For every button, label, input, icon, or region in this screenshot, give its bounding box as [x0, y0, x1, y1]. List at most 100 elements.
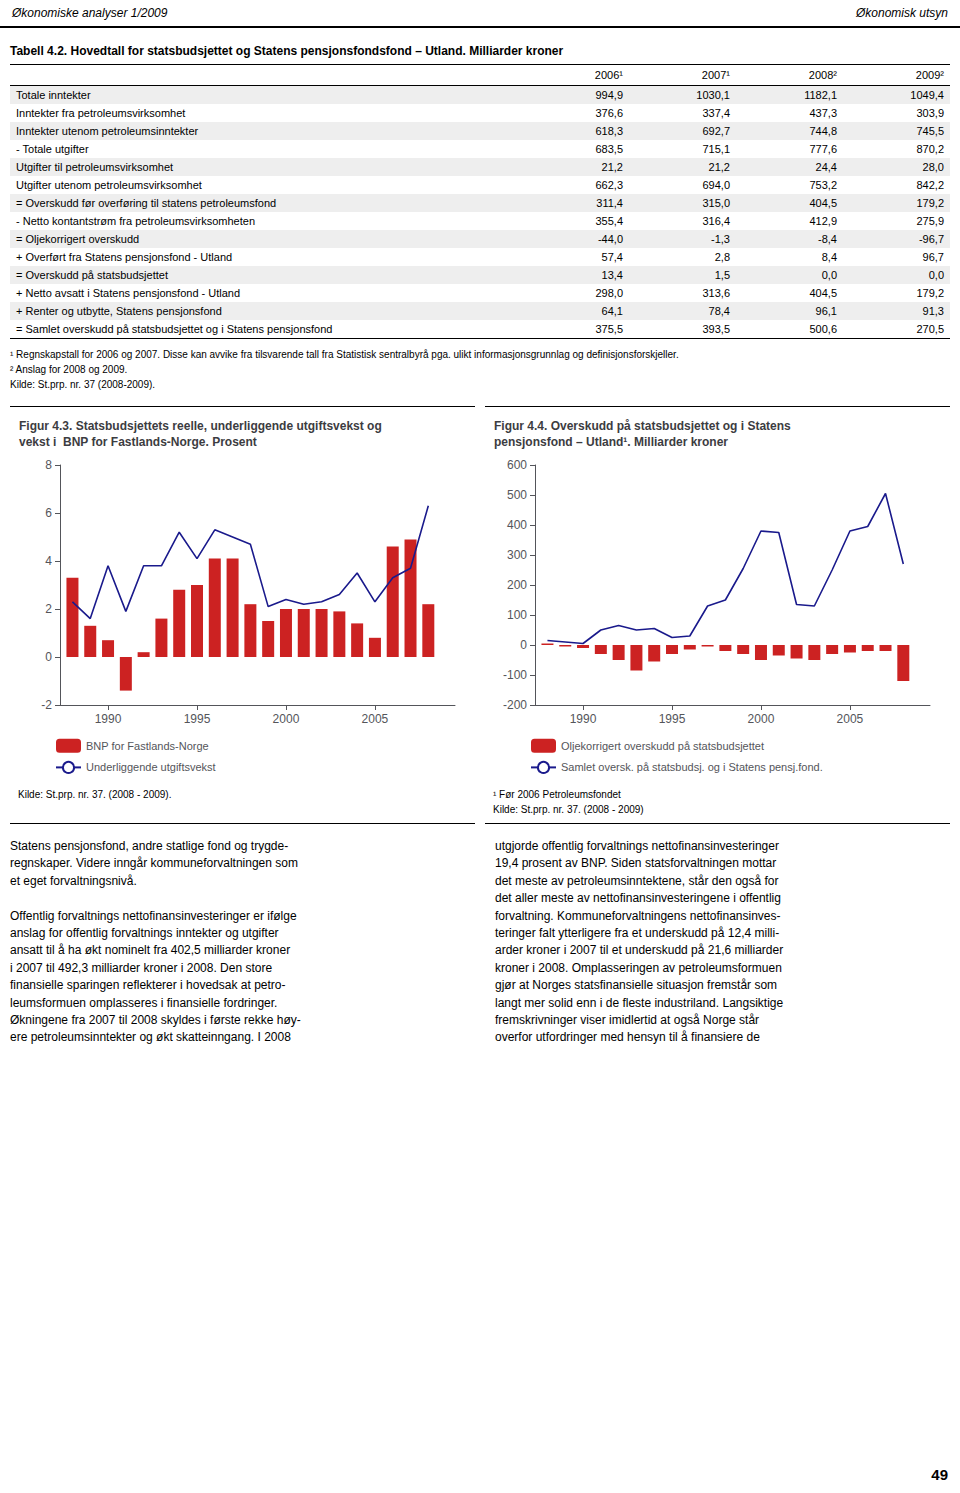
html-text:8,4: 8,4: [821, 251, 837, 263]
html-text:2006¹: 2006¹: [594, 69, 623, 81]
html-text:692,7: 692,7: [702, 125, 730, 137]
html-text:618,3: 618,3: [595, 125, 623, 137]
svg-text:2000: 2000: [748, 712, 775, 726]
html-text:Inntekter utenom petroleumsinn: Inntekter utenom petroleumsinntekter: [16, 125, 199, 137]
svg-text:2000: 2000: [273, 712, 300, 726]
html-text:715,1: 715,1: [702, 143, 730, 155]
html-text:-1,3: -1,3: [711, 233, 730, 245]
html-text:- Totale utgifter: - Totale utgifter: [16, 143, 89, 155]
html-text:21,2: 21,2: [708, 161, 730, 173]
html-text:+ Netto avsatt i Statens pensj: + Netto avsatt i Statens pensjonsfond - …: [16, 287, 241, 299]
svg-text:Oljekorrigert overskudd på sta: Oljekorrigert overskudd på statsbudsjett…: [561, 740, 764, 752]
svg-text:1990: 1990: [95, 712, 122, 726]
html-text:311,4: 311,4: [596, 197, 623, 209]
svg-text:Figur 4.3. Statsbudsjettets re: Figur 4.3. Statsbudsjettets reelle, unde…: [19, 419, 382, 433]
svg-text:500: 500: [507, 488, 527, 502]
html-text:2007¹: 2007¹: [701, 69, 730, 81]
html-text:842,2: 842,2: [916, 179, 944, 191]
html-text:-8,4: -8,4: [818, 233, 837, 245]
html-text:-96,7: -96,7: [918, 233, 944, 245]
svg-text:6: 6: [45, 506, 52, 520]
html-text:1049,4: 1049,4: [910, 89, 944, 101]
svg-text:1990: 1990: [570, 712, 597, 726]
svg-text:pensjonsfond – Utland¹. Millia: pensjonsfond – Utland¹. Milliarder krone…: [494, 435, 728, 449]
html-text:1030,1: 1030,1: [696, 89, 730, 101]
html-text:683,5: 683,5: [595, 143, 623, 155]
html-text:2,8: 2,8: [714, 251, 730, 263]
html-text:1182,1: 1182,1: [804, 89, 837, 101]
html-text:313,6: 313,6: [702, 287, 730, 299]
html-text:- Netto kontantstrøm fra petro: - Netto kontantstrøm fra petroleumsvirks…: [16, 215, 255, 227]
html-text:753,2: 753,2: [809, 179, 837, 191]
html-text:Utgifter utenom petroleumsvirk: Utgifter utenom petroleumsvirksomhet: [16, 179, 202, 191]
html-text:376,6: 376,6: [595, 107, 623, 119]
html-text:303,9: 303,9: [916, 107, 944, 119]
html-text:= Overskudd på statsbudsjettet: = Overskudd på statsbudsjettet: [16, 269, 168, 281]
html-text:337,4: 337,4: [702, 107, 730, 119]
svg-text:0: 0: [520, 638, 527, 652]
html-text:2009²: 2009²: [915, 69, 944, 81]
html-text:2008²: 2008²: [808, 69, 837, 81]
html-text:+ Overført fra Statens pensjon: + Overført fra Statens pensjonsfond - Ut…: [16, 251, 233, 263]
svg-text:Figur 4.4. Overskudd på statsb: Figur 4.4. Overskudd på statsbudsjettet …: [494, 419, 791, 433]
svg-text:300: 300: [507, 548, 527, 562]
svg-text:200: 200: [507, 578, 527, 592]
svg-text:2005: 2005: [362, 712, 389, 726]
html-text:= Overskudd før overføring til: = Overskudd før overføring til statens p…: [16, 197, 277, 209]
html-text:-44,0: -44,0: [597, 233, 623, 245]
html-text:404,5: 404,5: [809, 197, 837, 209]
svg-text:4: 4: [45, 554, 52, 568]
html-text:437,3: 437,3: [809, 107, 837, 119]
svg-text:-2: -2: [41, 698, 52, 712]
html-text:412,9: 412,9: [809, 215, 837, 227]
html-text:Inntekter fra petroleumsvirkso: Inntekter fra petroleumsvirksomhet: [16, 107, 186, 119]
html-text:316,4: 316,4: [702, 215, 730, 227]
svg-text:-100: -100: [503, 668, 527, 682]
html-text:28,0: 28,0: [922, 161, 944, 173]
html-text:13,4: 13,4: [601, 269, 623, 281]
html-text:96,7: 96,7: [922, 251, 944, 263]
html-text:745,5: 745,5: [916, 125, 944, 137]
html-text:1,5: 1,5: [714, 269, 730, 281]
svg-text:400: 400: [507, 518, 527, 532]
html-text:694,0: 694,0: [702, 179, 730, 191]
html-text:Tabell 4.2. Hovedtall for stat: Tabell 4.2. Hovedtall for statsbudsjette…: [10, 44, 564, 58]
html-text:Statens pensjonsfond, andre st: Statens pensjonsfond, andre statlige fon…: [10, 839, 301, 1045]
html-text:0,0: 0,0: [928, 269, 944, 281]
svg-text:vekst i BNP for Fastlands-Nor: vekst i BNP for Fastlands-Norge. Prosent: [19, 435, 257, 449]
html-text:179,2: 179,2: [916, 197, 944, 209]
svg-text:2: 2: [45, 602, 52, 616]
html-text:744,8: 744,8: [809, 125, 837, 137]
svg-text:BNP for Fastlands-Norge: BNP for Fastlands-Norge: [86, 740, 209, 752]
html-text:777,6: 777,6: [809, 143, 837, 155]
svg-text:Underliggende utgiftsvekst: Underliggende utgiftsvekst: [86, 761, 216, 773]
svg-text:1995: 1995: [659, 712, 686, 726]
html-text:Totale inntekter: Totale inntekter: [16, 89, 91, 101]
html-text:24,4: 24,4: [815, 161, 837, 173]
svg-text:-200: -200: [503, 698, 527, 712]
svg-text:8: 8: [45, 458, 52, 472]
html-text:298,0: 298,0: [595, 287, 623, 299]
html-text:404,5: 404,5: [809, 287, 837, 299]
html-text:57,4: 57,4: [601, 251, 623, 263]
svg-text:2005: 2005: [837, 712, 864, 726]
html-text:Utgifter til petroleumsvirksom: Utgifter til petroleumsvirksomhet: [16, 161, 174, 173]
html-text:355,4: 355,4: [595, 215, 623, 227]
svg-text:600: 600: [507, 458, 527, 472]
svg-text:1995: 1995: [184, 712, 211, 726]
html-text:Økonomiske analyser 1/2009: Økonomiske analyser 1/2009: [12, 6, 168, 20]
html-text:= Oljekorrigert overskudd: = Oljekorrigert overskudd: [16, 233, 140, 245]
html-text:315,0: 315,0: [702, 197, 730, 209]
html-text:662,3: 662,3: [595, 179, 623, 191]
html-text:275,9: 275,9: [916, 215, 944, 227]
svg-text:Samlet oversk. på statsbudsj.: Samlet oversk. på statsbudsj. og i State…: [561, 761, 823, 773]
html-text:Økonomisk utsyn: Økonomisk utsyn: [856, 6, 948, 20]
html-text:0,0: 0,0: [821, 269, 837, 281]
html-text:utgjorde offentlig forvaltning: utgjorde offentlig forvaltnings nettofin…: [495, 839, 784, 1045]
svg-text:100: 100: [507, 608, 527, 622]
html-text:49: 49: [931, 1466, 948, 1483]
html-text:994,9: 994,9: [595, 89, 623, 101]
html-text:21,2: 21,2: [601, 161, 623, 173]
html-text:870,2: 870,2: [916, 143, 944, 155]
svg-text:0: 0: [45, 650, 52, 664]
